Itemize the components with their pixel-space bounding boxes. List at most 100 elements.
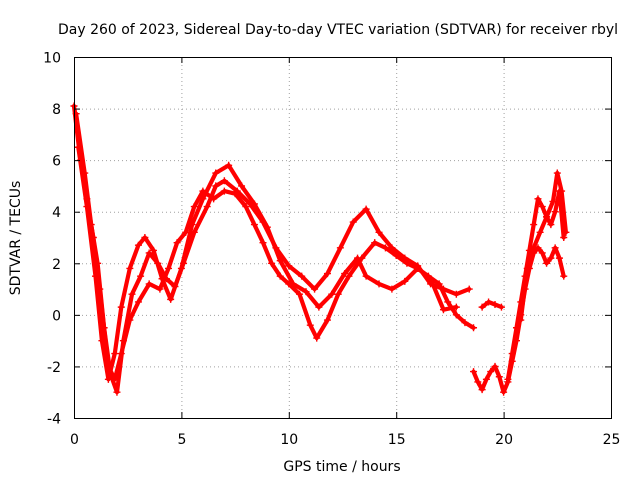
data-point — [91, 272, 99, 280]
data-point — [188, 221, 196, 229]
data-point — [354, 254, 362, 262]
data-point — [543, 259, 551, 267]
data-point — [504, 375, 512, 383]
gridlines — [74, 57, 611, 418]
data-point — [173, 239, 181, 247]
y-tick-label: 0 — [52, 308, 61, 324]
data-point — [560, 272, 568, 280]
data-point — [137, 272, 145, 280]
data-point — [311, 285, 319, 293]
data-point — [167, 295, 175, 303]
data-point — [553, 169, 561, 177]
data-point — [487, 368, 495, 376]
data-point — [555, 254, 563, 262]
data-point — [538, 203, 546, 211]
data-point — [177, 264, 185, 272]
series-track-2 — [72, 110, 473, 396]
series-line — [480, 299, 504, 310]
y-tick-label: -2 — [47, 360, 61, 376]
data-point — [111, 350, 119, 358]
data-point — [302, 288, 310, 296]
data-point — [83, 203, 91, 211]
y-tick-label: 4 — [52, 205, 61, 221]
data-point — [538, 249, 546, 257]
data-point — [470, 368, 478, 376]
data-point — [113, 388, 121, 396]
data-point — [238, 182, 246, 190]
data-point — [141, 234, 149, 241]
data-point — [452, 290, 460, 298]
data-series — [70, 102, 570, 396]
data-point — [534, 195, 542, 203]
data-point — [98, 337, 106, 345]
data-point — [452, 303, 460, 311]
data-point — [547, 254, 555, 262]
data-point — [104, 375, 112, 383]
data-point — [523, 264, 531, 272]
data-point — [74, 143, 82, 151]
y-tick-label: -4 — [47, 412, 61, 428]
data-point — [401, 254, 409, 262]
data-point — [225, 161, 233, 169]
y-tick-labels: -4 -2 0 2 4 6 8 10 — [43, 51, 61, 428]
data-point — [474, 378, 482, 386]
data-point — [126, 264, 134, 272]
chart-title: Day 260 of 2023, Sidereal Day-to-day VTE… — [58, 22, 618, 38]
x-tick-label: 20 — [495, 432, 513, 448]
series-line — [73, 111, 472, 395]
data-point — [491, 362, 499, 370]
x-tick-label: 5 — [177, 432, 186, 448]
data-point — [551, 244, 559, 252]
data-point — [517, 316, 525, 324]
series-track-3 — [74, 143, 460, 383]
data-point — [485, 298, 493, 306]
data-point — [414, 264, 422, 272]
data-point — [470, 324, 478, 332]
data-point — [149, 246, 157, 254]
data-point — [134, 298, 142, 306]
data-point — [276, 257, 284, 265]
data-point — [190, 203, 198, 211]
data-point — [323, 316, 331, 324]
series-line — [76, 145, 459, 382]
data-point — [530, 221, 538, 229]
data-point — [119, 337, 127, 345]
data-point — [117, 303, 125, 311]
data-point — [495, 373, 503, 381]
data-point — [199, 195, 207, 203]
data-point — [536, 228, 544, 236]
y-tick-label: 6 — [52, 154, 61, 170]
x-axis-label: GPS time / hours — [283, 459, 400, 475]
data-point — [268, 259, 276, 267]
data-point — [375, 280, 383, 288]
data-point — [427, 275, 435, 283]
x-tick-label: 25 — [603, 432, 621, 448]
y-axis-label: SDTVAR / TECUs — [8, 181, 24, 296]
data-point — [285, 262, 293, 270]
data-point — [328, 290, 336, 298]
data-point — [478, 303, 486, 311]
data-point — [547, 221, 555, 229]
x-tick-label: 10 — [280, 432, 298, 448]
data-point — [259, 239, 267, 247]
data-point — [315, 303, 323, 311]
data-point — [145, 280, 153, 288]
data-point — [306, 321, 314, 329]
data-point — [128, 290, 136, 298]
data-point — [439, 306, 447, 314]
data-point — [497, 303, 505, 311]
data-point — [212, 169, 220, 177]
data-point — [242, 203, 250, 211]
data-point — [465, 285, 473, 293]
data-point — [530, 244, 538, 252]
x-tick-labels: 0 5 10 15 20 25 — [70, 432, 620, 448]
x-tick-label: 0 — [70, 432, 79, 448]
y-tick-label: 10 — [43, 51, 61, 67]
data-point — [375, 228, 383, 236]
data-point — [134, 241, 142, 249]
data-point — [508, 350, 516, 358]
data-point — [482, 375, 490, 383]
data-point — [549, 197, 557, 205]
data-point — [296, 290, 304, 298]
axis-ticks — [74, 57, 612, 419]
